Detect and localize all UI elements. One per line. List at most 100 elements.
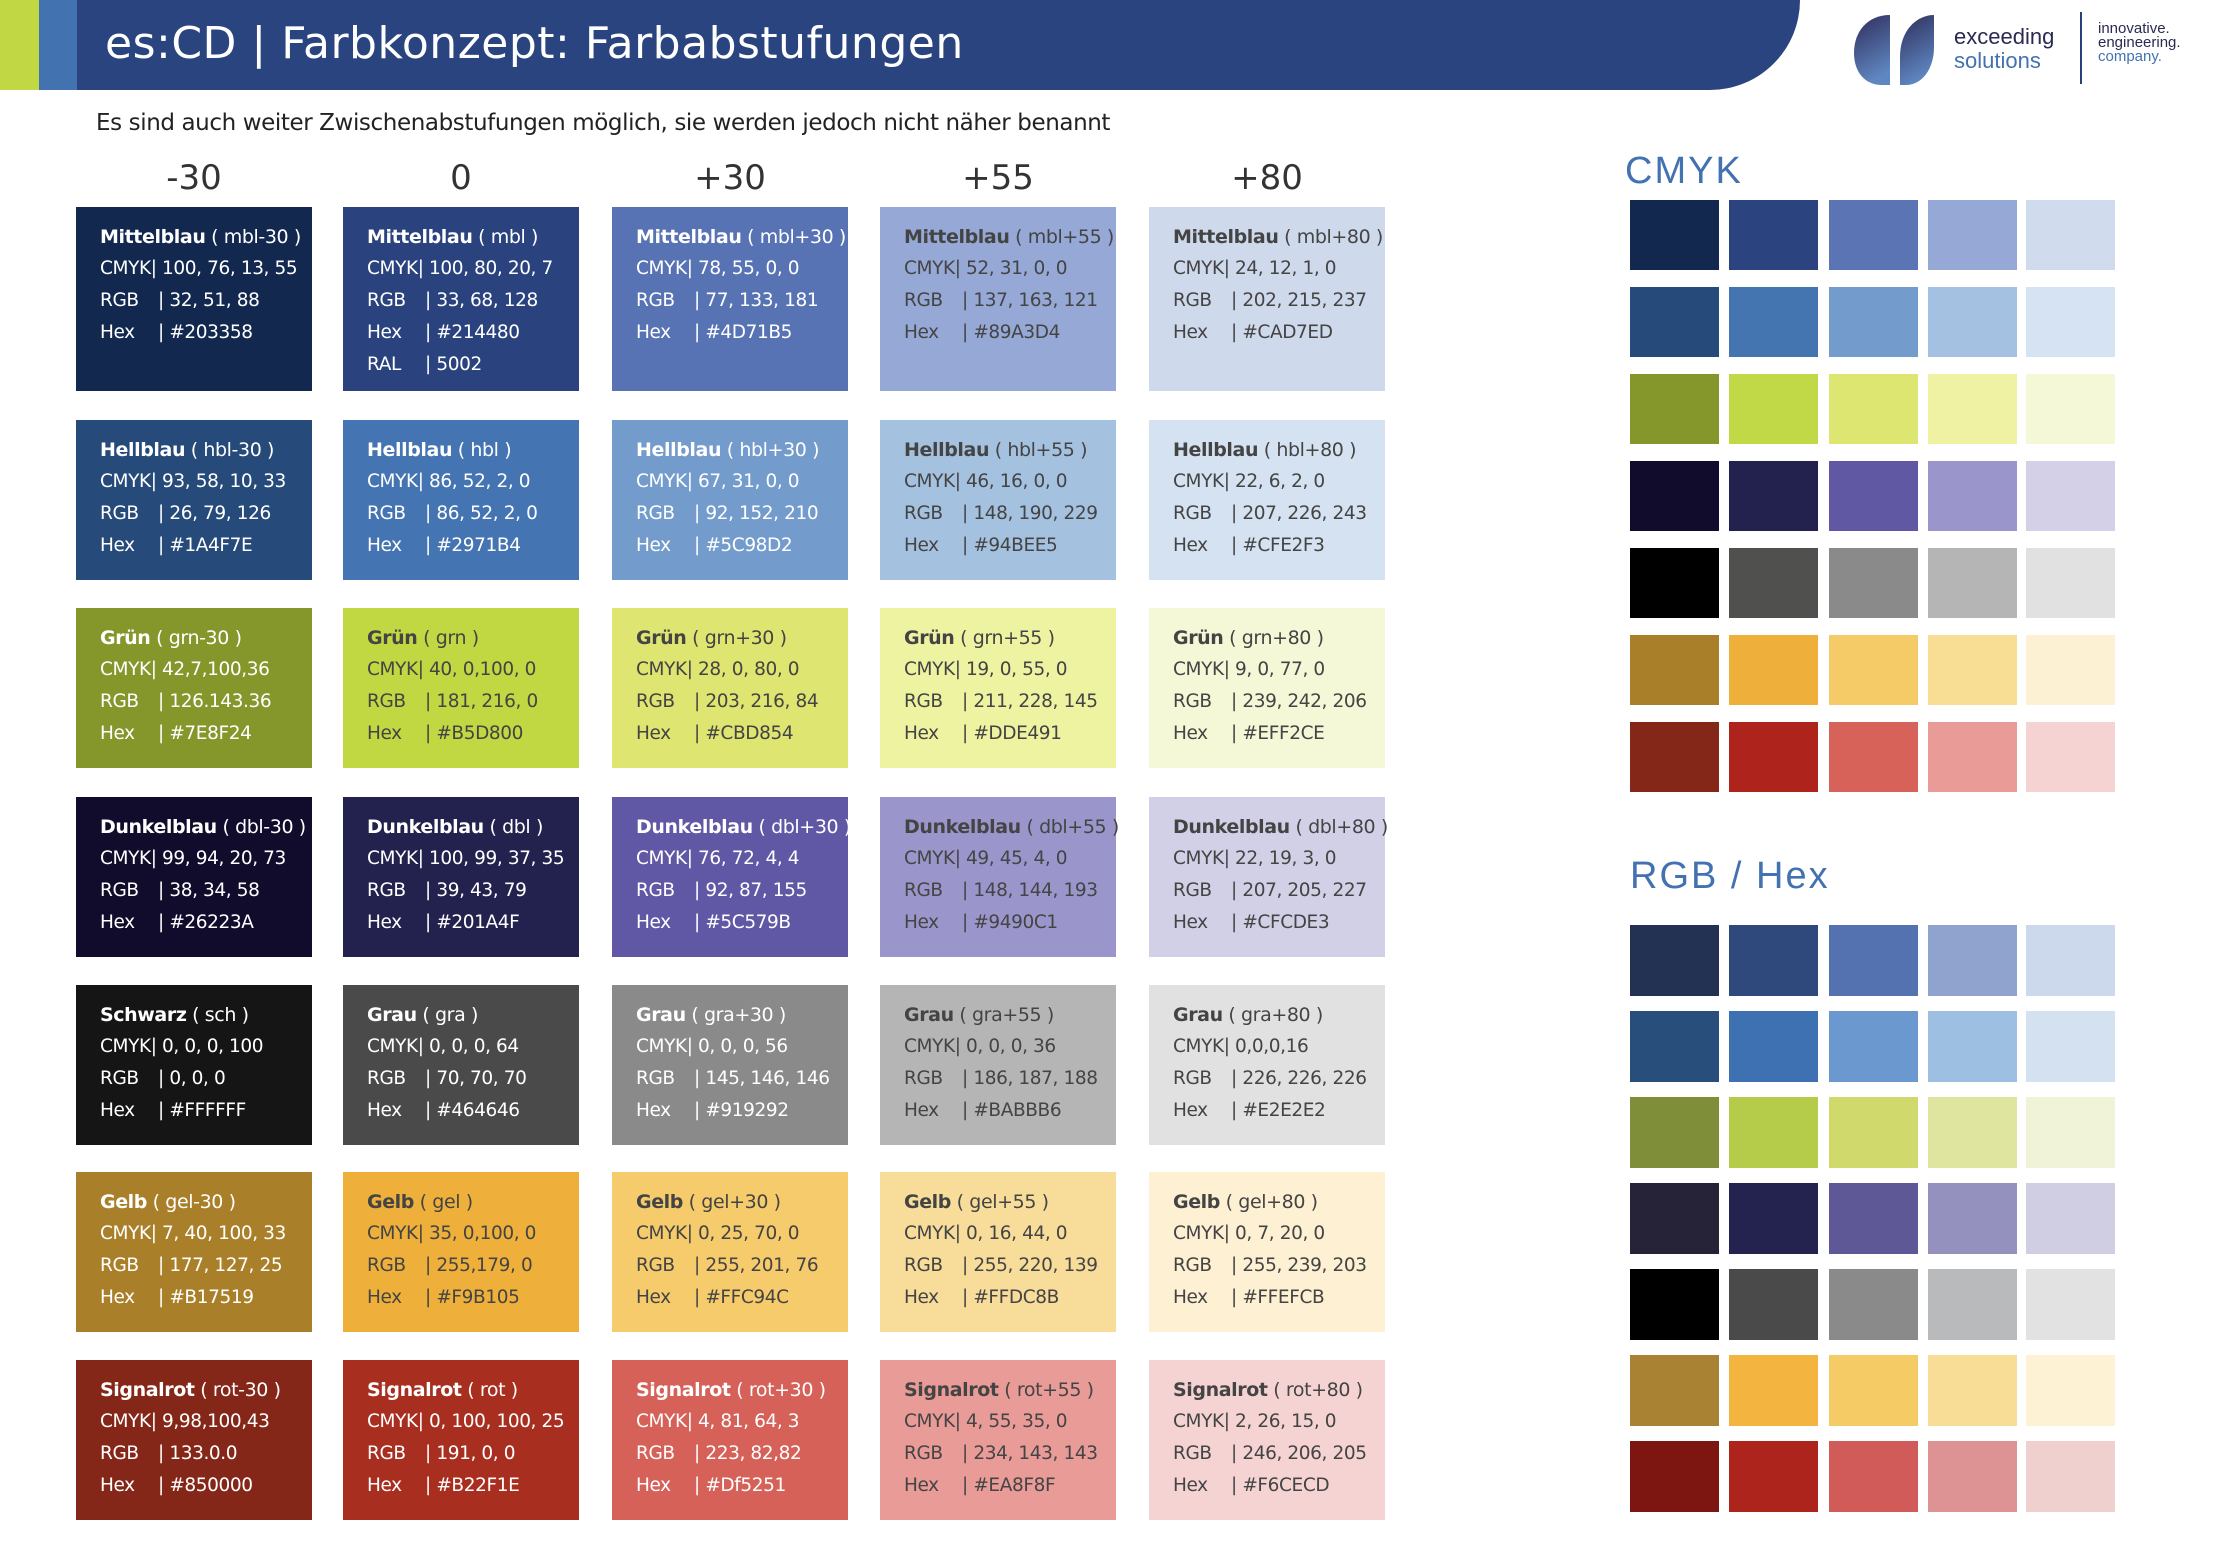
palette-swatch xyxy=(2026,722,2115,792)
hex-row: Hex | #EFF2CE xyxy=(1173,723,1325,744)
cmyk-value: 100, 80, 20, 7 xyxy=(429,258,553,279)
cmyk-value: 49, 45, 4, 0 xyxy=(966,848,1068,869)
hex-row: Hex | #26223A xyxy=(100,912,254,933)
color-code: ( mbl ) xyxy=(478,226,539,248)
hex-row: Hex | #464646 xyxy=(367,1100,520,1121)
rgb-row: RGB | 186, 187, 188 xyxy=(904,1068,1098,1089)
color-name: Dunkelblau xyxy=(904,816,1021,838)
color-name: Grau xyxy=(636,1004,686,1026)
rgb-value: 39, 43, 79 xyxy=(436,880,527,901)
cmyk-value: 0, 100, 100, 25 xyxy=(429,1411,565,1432)
card-title: Gelb ( gel-30 ) xyxy=(100,1186,312,1218)
cmyk-value: 0, 0, 0, 64 xyxy=(429,1036,519,1057)
cmyk-value: 0, 25, 70, 0 xyxy=(698,1223,800,1244)
color-code: ( sch ) xyxy=(192,1004,249,1026)
card-title: Dunkelblau ( dbl+30 ) xyxy=(636,811,851,843)
color-card: Gelb ( gel+30 ) CMYK| 0, 25, 70, 0 RGB | 25… xyxy=(612,1172,848,1332)
rgb-row: RGB | 223, 82,82 xyxy=(636,1443,802,1464)
palette-swatch xyxy=(1630,722,1719,792)
palette-swatch xyxy=(1829,1183,1918,1254)
color-name: Hellblau xyxy=(1173,439,1259,461)
hex-row: Hex | #BABBB6 xyxy=(904,1100,1062,1121)
color-card: Dunkelblau ( dbl-30 ) CMYK| 99, 94, 20, 7… xyxy=(76,797,312,957)
palette-swatch xyxy=(1729,1183,1818,1254)
cmyk-value: 2, 26, 15, 0 xyxy=(1235,1411,1337,1432)
palette-swatch xyxy=(2026,1183,2115,1254)
palette-swatch xyxy=(1729,1097,1818,1168)
rgb-row: RGB | 207, 226, 243 xyxy=(1173,503,1367,524)
hex-value: #FFDC8B xyxy=(973,1287,1059,1308)
rgb-value: 211, 228, 145 xyxy=(973,691,1098,712)
palette-swatch xyxy=(1729,1441,1818,1512)
hex-row: Hex | #CFE2F3 xyxy=(1173,535,1325,556)
hex-row: Hex | #89A3D4 xyxy=(904,322,1061,343)
rgb-value: 246, 206, 205 xyxy=(1242,1443,1367,1464)
rgb-row: RGB | 70, 70, 70 xyxy=(367,1068,527,1089)
rgb-row: RGB | 203, 216, 84 xyxy=(636,691,819,712)
hex-value: #850000 xyxy=(169,1475,253,1496)
card-title: Gelb ( gel ) xyxy=(367,1186,579,1218)
cmyk-value: 24, 12, 1, 0 xyxy=(1235,258,1337,279)
color-code: ( hbl+55 ) xyxy=(994,439,1088,461)
hex-value: #4D71B5 xyxy=(705,322,793,343)
color-name: Hellblau xyxy=(367,439,453,461)
cmyk-value: 52, 31, 0, 0 xyxy=(966,258,1068,279)
hex-row: Hex | #FFFFFF xyxy=(100,1100,246,1121)
hex-row: Hex | #B17519 xyxy=(100,1287,254,1308)
palette-swatch xyxy=(1829,1441,1918,1512)
hex-value: #7E8F24 xyxy=(169,723,252,744)
color-name: Mittelblau xyxy=(1173,226,1279,248)
hex-row: Hex | #7E8F24 xyxy=(100,723,252,744)
rgb-row: RGB | 207, 205, 227 xyxy=(1173,880,1367,901)
cmyk-palette-title: CMYK xyxy=(1625,150,1743,192)
hex-value: #B5D800 xyxy=(436,723,524,744)
palette-swatch xyxy=(1729,722,1818,792)
palette-swatch xyxy=(1829,1269,1918,1340)
cmyk-row: CMYK| 46, 16, 0, 0 xyxy=(904,471,1068,492)
header-banner: es:CD | Farbkonzept: Farbabstufungen xyxy=(77,0,1800,90)
card-title: Grau ( gra+30 ) xyxy=(636,999,848,1031)
palette-swatch xyxy=(1928,1441,2017,1512)
hex-value: #2971B4 xyxy=(436,535,521,556)
color-card: Grau ( gra+30 ) CMYK| 0, 0, 0, 56 RGB | 145… xyxy=(612,985,848,1145)
accent-stripe-green xyxy=(0,0,39,90)
card-title: Mittelblau ( mbl-30 ) xyxy=(100,221,312,253)
cmyk-value: 22, 6, 2, 0 xyxy=(1235,471,1325,492)
rgb-value: 239, 242, 206 xyxy=(1242,691,1367,712)
rgb-row: RGB | 137, 163, 121 xyxy=(904,290,1098,311)
color-card: Signalrot ( rot+30 ) CMYK| 4, 81, 64, 3 RG… xyxy=(612,1360,848,1520)
palette-swatch xyxy=(1630,287,1719,357)
palette-swatch xyxy=(1829,722,1918,792)
rgb-row: RGB | 181, 216, 0 xyxy=(367,691,538,712)
color-code: ( hbl+80 ) xyxy=(1263,439,1357,461)
cmyk-value: 28, 0, 80, 0 xyxy=(698,659,800,680)
color-code: ( mbl+30 ) xyxy=(747,226,846,248)
cmyk-value: 86, 52, 2, 0 xyxy=(429,471,531,492)
color-card: Hellblau ( hbl ) CMYK| 86, 52, 2, 0 RGB | 8… xyxy=(343,420,579,580)
color-code: ( mbl+80 ) xyxy=(1284,226,1383,248)
cmyk-row: CMYK| 42,7,100,36 xyxy=(100,659,270,680)
palette-swatch xyxy=(1928,925,2017,996)
logo-tagline: innovative. engineering. company. xyxy=(2098,20,2181,65)
color-card: Dunkelblau ( dbl+55 ) CMYK| 49, 45, 4, 0 R… xyxy=(880,797,1119,957)
ral-value: 5002 xyxy=(436,354,482,375)
cmyk-row: CMYK| 49, 45, 4, 0 xyxy=(904,848,1068,869)
palette-swatch xyxy=(1630,1097,1719,1168)
cmyk-value: 76, 72, 4, 4 xyxy=(698,848,800,869)
rgb-value: 207, 205, 227 xyxy=(1242,880,1367,901)
color-card: Hellblau ( hbl+55 ) CMYK| 46, 16, 0, 0 RGB… xyxy=(880,420,1116,580)
cmyk-value: 19, 0, 55, 0 xyxy=(966,659,1068,680)
color-code: ( grn ) xyxy=(423,627,479,649)
color-card: Mittelblau ( mbl ) CMYK| 100, 80, 20, 7 RG… xyxy=(343,207,579,391)
palette-swatch xyxy=(1928,1011,2017,1082)
color-card: Gelb ( gel+55 ) CMYK| 0, 16, 44, 0 RGB | 25… xyxy=(880,1172,1116,1332)
rgb-value: 126.143.36 xyxy=(169,691,272,712)
hex-row: Hex | #1A4F7E xyxy=(100,535,253,556)
color-code: ( gel+30 ) xyxy=(688,1191,781,1213)
palette-swatch xyxy=(1630,1183,1719,1254)
hex-row: Hex | #F9B105 xyxy=(367,1287,520,1308)
rgb-value: 191, 0, 0 xyxy=(436,1443,516,1464)
card-title: Mittelblau ( mbl+55 ) xyxy=(904,221,1116,253)
hex-row: Hex | #214480 xyxy=(367,322,520,343)
hex-row: Hex | #201A4F xyxy=(367,912,520,933)
